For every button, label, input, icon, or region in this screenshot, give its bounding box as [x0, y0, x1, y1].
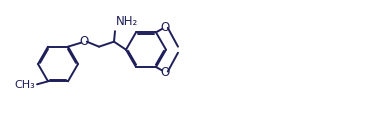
- Text: NH₂: NH₂: [116, 15, 138, 28]
- Text: O: O: [160, 21, 169, 34]
- Text: O: O: [160, 65, 169, 79]
- Text: O: O: [79, 35, 89, 48]
- Text: CH₃: CH₃: [15, 80, 35, 90]
